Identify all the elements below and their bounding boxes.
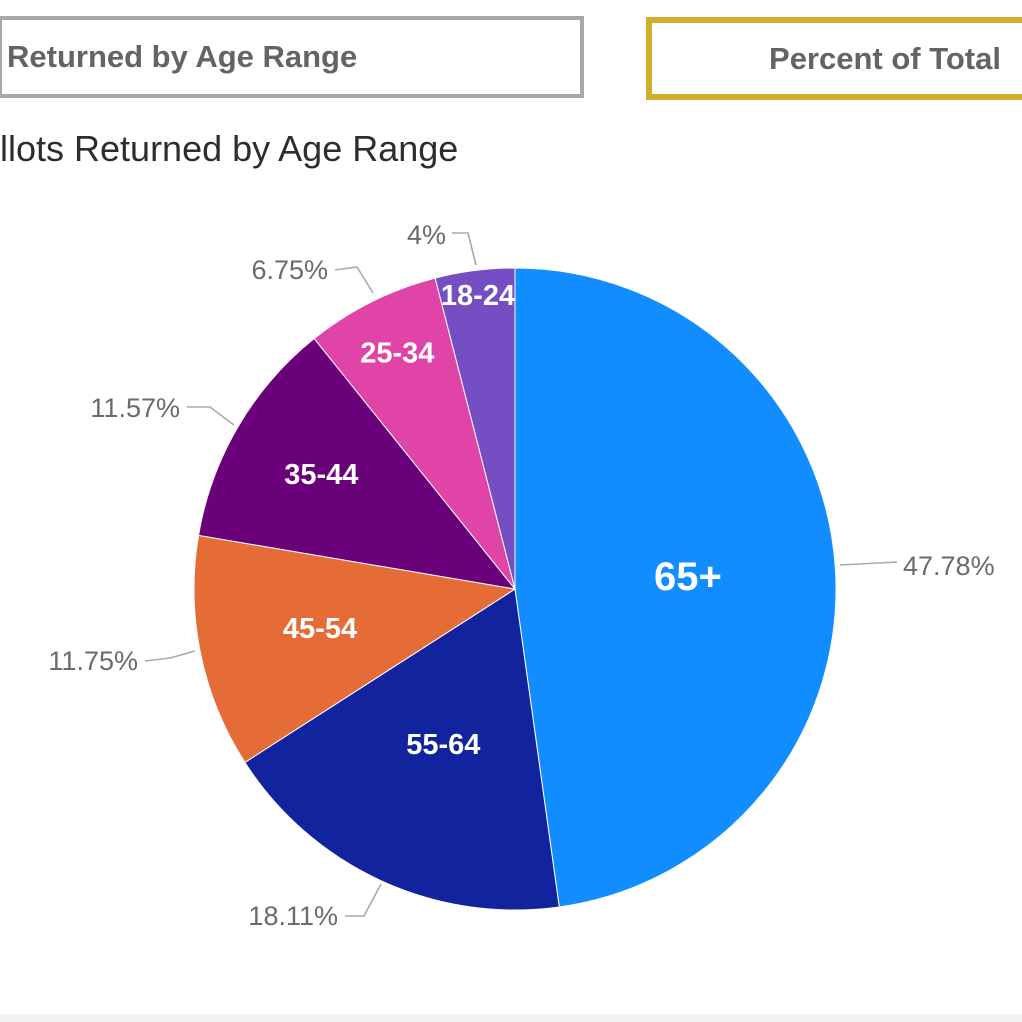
callout-leader-line xyxy=(334,266,374,294)
pie-slice-18-24[interactable] xyxy=(434,267,516,590)
callout-leader-line xyxy=(452,232,477,266)
callout-percent-label: 4% xyxy=(407,220,446,250)
callout-leader-line xyxy=(345,883,382,917)
callout-leader-line xyxy=(187,406,235,426)
callout-percent-label: 11.57% xyxy=(90,393,180,423)
pie-slice-65+[interactable] xyxy=(514,267,837,908)
bottom-divider xyxy=(0,1014,1022,1022)
toggle-button-label: Percent of Total xyxy=(769,40,1001,76)
pie-slice-45-54[interactable] xyxy=(193,534,517,764)
toggle-button-label: Returned by Age Range xyxy=(7,39,358,74)
toggle-button-percent-of-total[interactable]: Percent of Total xyxy=(646,17,1022,100)
slice-label: 45-54 xyxy=(283,613,357,645)
pie-slice-35-44[interactable] xyxy=(197,337,517,590)
callout-leader-line xyxy=(144,650,196,662)
chart-title: llots Returned by Age Range xyxy=(0,128,459,169)
slice-label: 55-64 xyxy=(406,729,480,761)
slice-label: 18-24 xyxy=(441,280,515,312)
callout-percent-label: 47.78% xyxy=(903,551,995,581)
slice-label: 35-44 xyxy=(284,459,358,491)
toggle-button-returned-by-age-range[interactable]: Returned by Age Range xyxy=(0,16,584,98)
slice-label: 65+ xyxy=(654,555,722,599)
slice-label: 25-34 xyxy=(360,338,434,370)
callout-leader-line xyxy=(839,561,898,566)
pie-slice-55-64[interactable] xyxy=(244,588,560,911)
callout-percent-label: 18.11% xyxy=(248,901,338,931)
callout-percent-label: 6.75% xyxy=(251,255,328,285)
callout-percent-label: 11.75% xyxy=(48,646,138,676)
pie-slice-25-34[interactable] xyxy=(313,277,516,590)
